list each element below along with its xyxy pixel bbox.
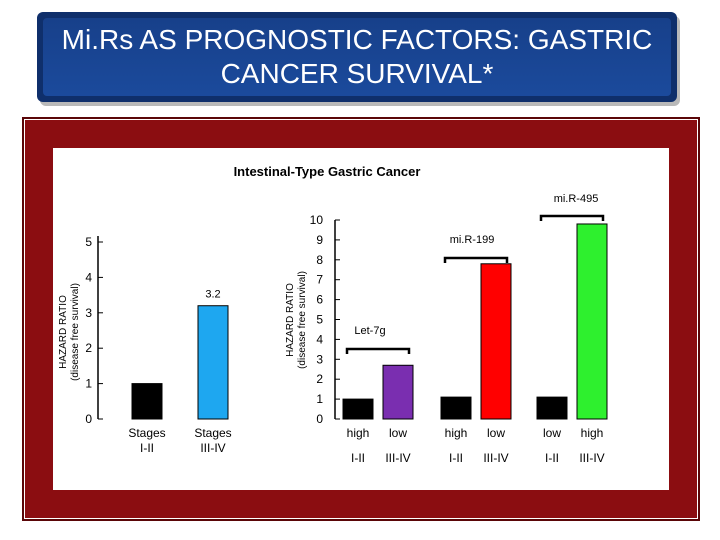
right-x-level-label: low [389,426,407,440]
right-x-stage-label: I-II [545,451,559,465]
right-y-tick-label: 10 [310,213,324,227]
right-y-tick-label: 0 [316,412,323,426]
left-y-tick-label: 4 [85,270,92,284]
right-y-tick-label: 2 [316,372,323,386]
chart-title: Intestinal-Type Gastric Cancer [234,164,421,179]
right-bar [576,223,608,420]
chart-frame [25,120,697,518]
right-x-stage-label: I-II [449,451,463,465]
left-y-axis-title-sub: (disease free survival) [70,283,81,381]
left-bar [197,305,229,420]
right-bar [382,364,414,420]
left-x-tick-label: III-IV [200,441,225,455]
right-bar [536,396,568,420]
right-y-tick-label: 8 [316,253,323,267]
right-bar [440,396,472,420]
right-x-level-label: high [445,426,468,440]
left-y-axis-title: HAZARD RATIO [58,295,69,369]
left-y-tick-label: 5 [85,235,92,249]
right-bar [342,398,374,420]
group-bracket [539,214,605,221]
left-bar [131,383,163,420]
right-x-level-label: low [543,426,561,440]
left-y-tick-label: 3 [85,306,92,320]
right-x-stage-label: III-IV [385,451,410,465]
right-y-tick-label: 5 [316,313,323,327]
slide-title: Mi.Rs AS PROGNOSTIC FACTORS: GASTRIC CAN… [61,24,653,89]
right-y-axis-title: HAZARD RATIO [285,283,296,357]
right-y-tick-label: 4 [316,332,323,346]
left-x-tick-label: Stages [194,426,231,440]
right-x-level-label: high [347,426,370,440]
group-bracket [443,256,509,263]
right-y-tick-label: 3 [316,352,323,366]
right-x-stage-label: I-II [351,451,365,465]
right-x-level-label: high [581,426,604,440]
slide-title-box: Mi.Rs AS PROGNOSTIC FACTORS: GASTRIC CAN… [37,12,677,102]
right-x-stage-label: III-IV [483,451,508,465]
slide-title-inner [43,18,671,96]
group-label: mi.R-199 [450,234,495,246]
left-x-tick-label: I-II [140,441,154,455]
left-y-tick-label: 2 [85,341,92,355]
group-bracket [345,347,411,354]
group-label: mi.R-495 [554,193,599,205]
right-x-stage-label: III-IV [579,451,604,465]
right-y-tick-label: 7 [316,273,323,287]
right-bar [480,263,512,420]
right-y-tick-label: 6 [316,293,323,307]
right-y-tick-label: 9 [316,233,323,247]
right-y-axis-title-sub: (disease free survival) [297,271,308,369]
group-label: Let-7g [354,325,385,337]
left-x-tick-label: Stages [128,426,165,440]
left-y-tick-label: 1 [85,377,92,391]
left-bar-data-label: 3.2 [205,289,220,301]
right-x-level-label: low [487,426,505,440]
left-y-tick-label: 0 [85,412,92,426]
right-y-tick-label: 1 [316,392,323,406]
frame-outline [22,117,700,521]
